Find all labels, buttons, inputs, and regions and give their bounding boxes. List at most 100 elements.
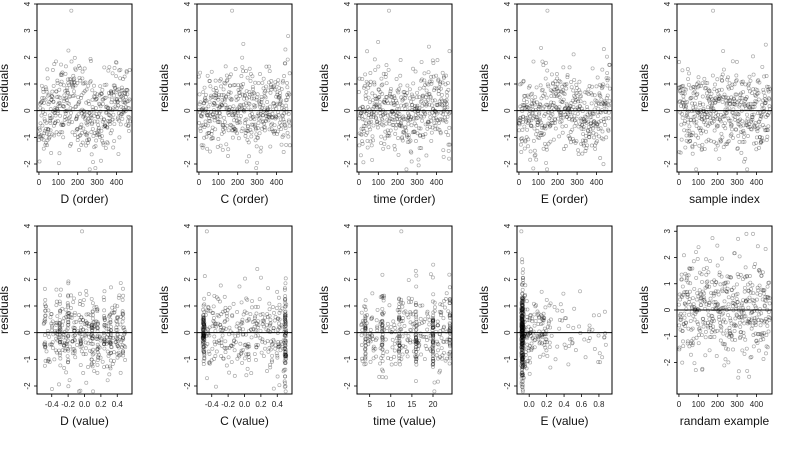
data-point [708, 335, 712, 340]
data-point [47, 360, 52, 364]
data-point [270, 115, 274, 120]
data-point [366, 95, 371, 100]
data-point [419, 146, 424, 151]
data-point [758, 307, 762, 311]
data-point [232, 338, 237, 343]
data-point [526, 359, 531, 364]
data-point [421, 109, 426, 114]
data-point [49, 93, 54, 98]
x-tick-label: 200 [711, 178, 725, 187]
data-point [287, 143, 292, 148]
data-point [213, 321, 218, 326]
data-point [116, 344, 121, 349]
data-point [366, 334, 370, 338]
data-point [363, 352, 368, 357]
data-point [752, 124, 757, 129]
data-point [410, 102, 415, 107]
data-point [102, 117, 107, 122]
data-point [756, 268, 761, 273]
data-point [282, 342, 287, 347]
data-point [79, 95, 83, 100]
data-point [275, 131, 280, 136]
data-point [430, 362, 435, 367]
data-point [244, 373, 249, 378]
y-tick-label: 0 [183, 330, 192, 335]
data-point [225, 308, 230, 312]
data-point [229, 98, 234, 102]
data-point [525, 334, 530, 339]
data-point [595, 139, 600, 144]
data-point [762, 304, 767, 309]
data-point [287, 123, 292, 128]
data-point [696, 245, 701, 250]
data-point [371, 344, 376, 349]
data-point [748, 105, 753, 110]
data-point [45, 126, 50, 131]
data-point [368, 83, 372, 87]
data-point [274, 351, 279, 356]
data-point [240, 321, 245, 326]
data-point [111, 310, 116, 315]
data-point [757, 283, 762, 288]
x-tick-label: 0 [677, 178, 682, 187]
data-point [96, 122, 101, 127]
data-point [280, 80, 285, 85]
data-point [57, 348, 61, 353]
data-point [202, 340, 207, 345]
data-point [732, 329, 737, 333]
data-point [49, 312, 54, 316]
data-point [115, 337, 120, 341]
data-points [200, 229, 289, 394]
data-point [99, 91, 104, 96]
data-point [741, 330, 746, 335]
data-point [201, 325, 206, 330]
data-point [519, 367, 524, 372]
data-point [41, 87, 46, 92]
data-point [117, 293, 122, 298]
data-point [746, 124, 751, 129]
data-point [214, 340, 219, 345]
data-point [66, 360, 70, 364]
data-point [58, 356, 63, 361]
data-point [543, 60, 548, 65]
data-point [70, 85, 75, 90]
data-point [92, 360, 96, 364]
data-point [543, 126, 548, 131]
data-point [413, 302, 418, 307]
data-point [57, 328, 62, 333]
data-point [691, 105, 696, 110]
data-point [218, 120, 223, 125]
data-point [385, 95, 389, 99]
data-point [228, 90, 233, 95]
data-point [526, 85, 531, 90]
data-point [265, 312, 270, 316]
data-point [597, 313, 602, 318]
data-point [43, 142, 48, 147]
data-point [223, 339, 228, 344]
data-point [65, 77, 70, 82]
data-point [201, 318, 205, 323]
data-point [254, 345, 259, 350]
data-point [245, 75, 250, 80]
data-point [95, 321, 100, 326]
data-point [444, 291, 449, 296]
data-point [78, 125, 83, 130]
data-point [217, 111, 222, 116]
data-point [205, 131, 210, 136]
data-point [703, 118, 708, 123]
data-point [392, 354, 396, 359]
data-point [253, 127, 258, 132]
data-point [436, 342, 441, 347]
data-point [590, 92, 595, 97]
data-point [406, 338, 411, 343]
data-point [273, 343, 278, 348]
x-tick-label: 400 [590, 178, 604, 187]
data-point [267, 115, 272, 119]
data-point [529, 124, 534, 129]
data-point [521, 355, 526, 360]
data-point [390, 109, 395, 114]
data-point [537, 104, 542, 109]
data-point [202, 353, 207, 358]
data-point [599, 136, 604, 141]
data-point [523, 94, 528, 98]
